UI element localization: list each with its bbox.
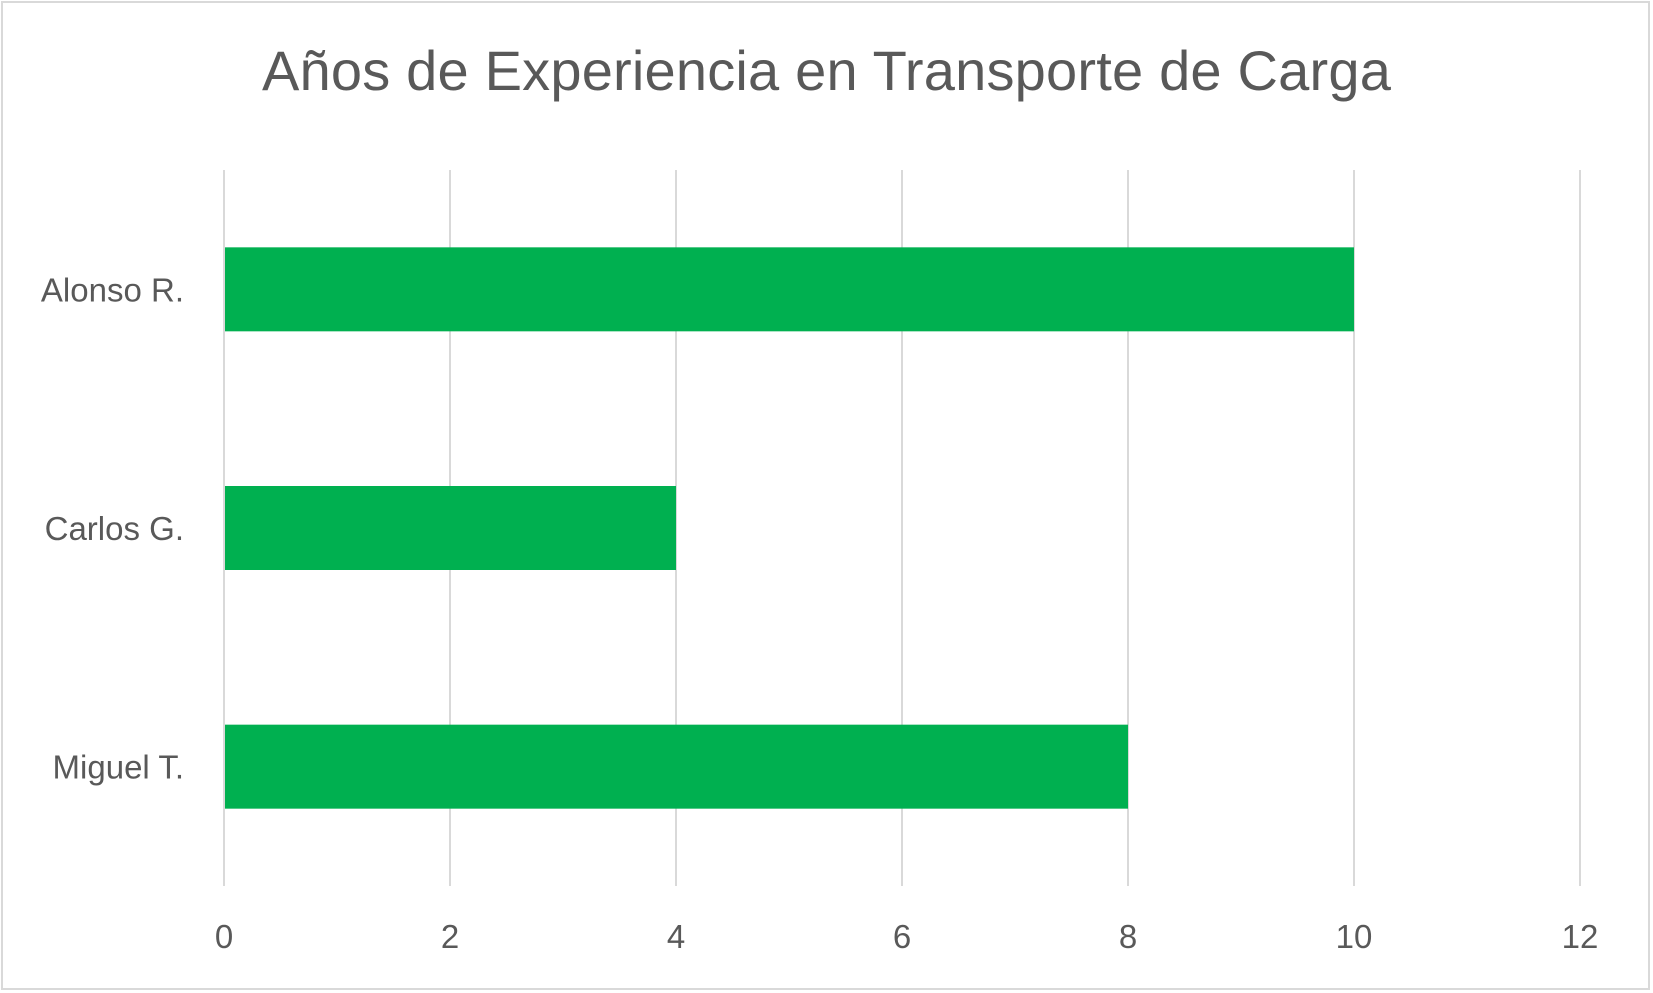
bars [225, 247, 1354, 809]
chart-title: Años de Experiencia en Transporte de Car… [261, 39, 1392, 102]
bar [225, 486, 676, 570]
y-axis-categories: Alonso R. Carlos G. Miguel T. [41, 271, 184, 785]
x-tick-label: 8 [1119, 918, 1137, 955]
x-tick-label: 2 [441, 918, 459, 955]
x-tick-label: 10 [1336, 918, 1373, 955]
category-label: Miguel T. [53, 749, 184, 786]
x-tick-label: 6 [893, 918, 911, 955]
category-label: Carlos G. [45, 510, 184, 547]
x-tick-label: 12 [1562, 918, 1599, 955]
x-tick-label: 4 [667, 918, 685, 955]
x-axis-ticks: 0 2 4 6 8 10 12 [215, 918, 1599, 955]
category-label: Alonso R. [41, 271, 184, 308]
x-tick-label: 0 [215, 918, 233, 955]
bar [225, 724, 1128, 809]
bar [225, 247, 1354, 332]
